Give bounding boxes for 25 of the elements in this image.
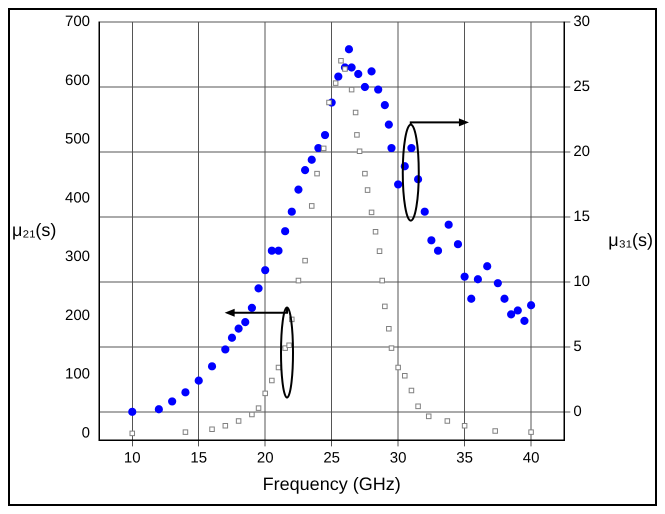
y2-tick-label: 10 <box>573 273 590 290</box>
y-tick-label: 0 <box>82 424 90 442</box>
y2-tick-label: 0 <box>573 402 582 420</box>
x-tick-label: 20 <box>256 450 274 467</box>
x-tick-label: 10 <box>124 450 141 467</box>
x-tick-label: 40 <box>522 450 540 467</box>
y-tick-label: 400 <box>64 189 90 206</box>
y2-axis-title: μ₃₁(s) <box>608 230 653 250</box>
y-tick-label: 700 <box>64 13 90 30</box>
x-axis-title: Frequency (GHz) <box>262 474 401 494</box>
y-tick-label: 500 <box>64 130 90 148</box>
y-axis-title: μ₂₁(s) <box>12 220 56 240</box>
y-tick-label: 600 <box>64 72 90 89</box>
y2-tick-label: 15 <box>573 208 590 226</box>
y2-tick-label: 30 <box>573 13 590 30</box>
y-tick-label: 300 <box>64 248 90 266</box>
y2-tick-label: 20 <box>573 143 590 160</box>
x-tick-label: 15 <box>190 450 208 467</box>
y-tick-label: 100 <box>64 366 90 383</box>
y-tick-label: 200 <box>64 306 90 324</box>
y2-tick-label: 5 <box>573 338 582 355</box>
x-tick-label: 30 <box>390 450 406 467</box>
x-tick-label: 35 <box>456 450 473 467</box>
y2-tick-label: 25 <box>573 78 590 96</box>
x-tick-label: 25 <box>323 450 340 467</box>
